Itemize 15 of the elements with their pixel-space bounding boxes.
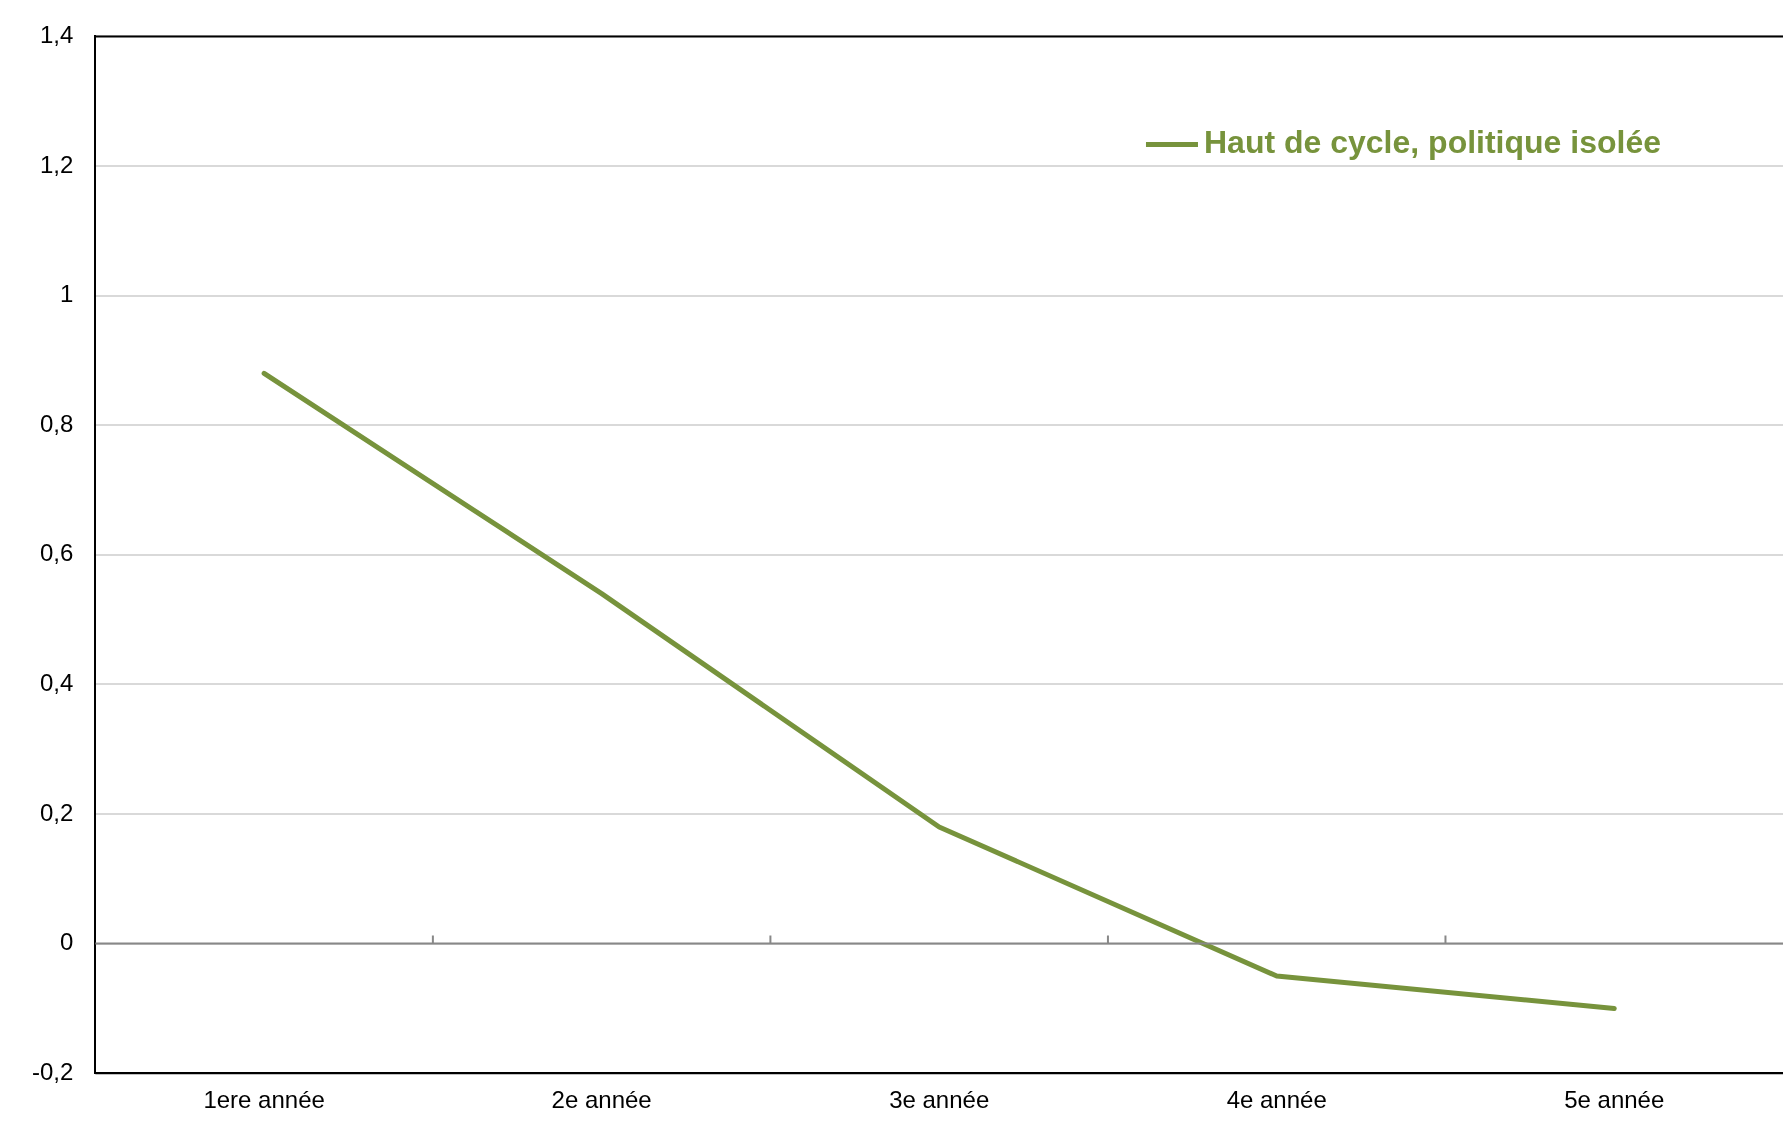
x-tick-label: 4e année xyxy=(1226,1086,1327,1114)
x-tick-label: 2e année xyxy=(551,1086,652,1114)
y-tick-label: 0,6 xyxy=(39,539,74,567)
x-tick-label: 5e année xyxy=(1564,1086,1665,1114)
y-tick-label: 0,2 xyxy=(39,798,74,826)
x-tick-label: 3e année xyxy=(889,1086,990,1114)
y-tick-label: 1,2 xyxy=(39,150,74,178)
y-tick-label: 0 xyxy=(60,928,74,956)
y-tick-label: -0,2 xyxy=(32,1057,74,1085)
y-tick-label: 0,8 xyxy=(39,409,74,437)
y-tick-label: 1,4 xyxy=(39,21,74,49)
legend-label: Haut de cycle, politique isolée xyxy=(1203,124,1661,161)
y-tick-label: 1 xyxy=(60,280,74,308)
x-tick-label: 1ere année xyxy=(203,1086,325,1114)
y-tick-label: 0,4 xyxy=(39,669,74,697)
